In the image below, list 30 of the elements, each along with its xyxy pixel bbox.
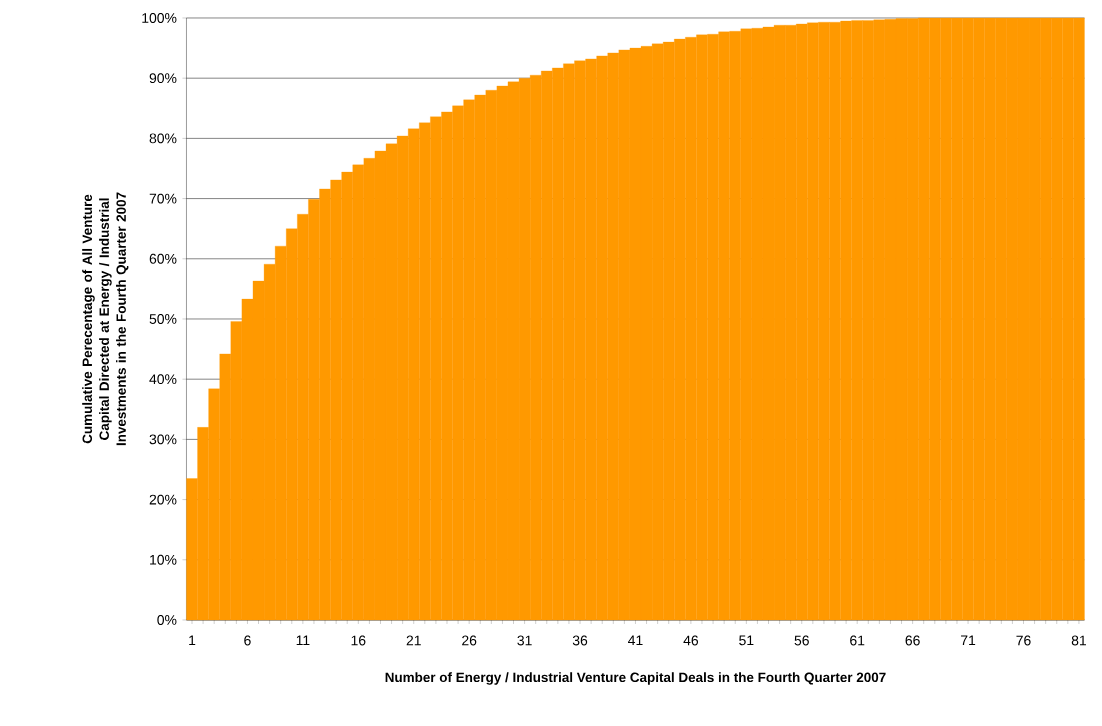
x-tick-label: 61 [850, 635, 865, 646]
x-tick-label: 31 [517, 635, 532, 646]
y-tick-label: 90% [149, 73, 177, 84]
x-tick-label: 46 [683, 635, 699, 646]
y-tick-label: 60% [149, 253, 177, 264]
x-tick-label: 51 [739, 635, 754, 646]
y-axis-title: Cumulative Perecentage of All Venture Capital Directed at Energy / Industrial Investments in the Fourth Quarter 2007 [82, 192, 129, 446]
x-tick-label: 66 [905, 635, 920, 646]
y-tick-label: 30% [149, 434, 177, 445]
x-tick-label: 36 [572, 635, 588, 646]
y-tick-label: 100% [142, 13, 177, 23]
y-tick-label: 10% [150, 554, 177, 565]
x-tick-label: 11 [296, 635, 310, 646]
x-tick-label: 1 [189, 635, 196, 646]
x-tick-label: 26 [462, 635, 477, 646]
y-tick-label: 50% [149, 314, 177, 324]
x-tick-label: 16 [351, 635, 366, 646]
y-tick-label: 0% [157, 615, 177, 625]
y-tick-label: 40% [149, 374, 177, 385]
x-tick-label: 76 [1016, 635, 1031, 646]
x-tick-label: 6 [244, 635, 251, 646]
y-tick-label: 80% [149, 133, 177, 144]
x-tick-label: 41 [628, 635, 643, 646]
x-tick-label: 71 [961, 635, 976, 646]
x-tick-label: 56 [794, 635, 809, 646]
x-tick-label: 81 [1071, 635, 1086, 646]
x-axis-title: Number of Energy / Industrial Venture Capital Deals in the Fourth Quarter 2007 [385, 672, 886, 685]
y-tick-label: 20% [149, 494, 177, 505]
y-tick-label: 70% [149, 193, 177, 204]
x-tick-label: 21 [406, 635, 421, 646]
